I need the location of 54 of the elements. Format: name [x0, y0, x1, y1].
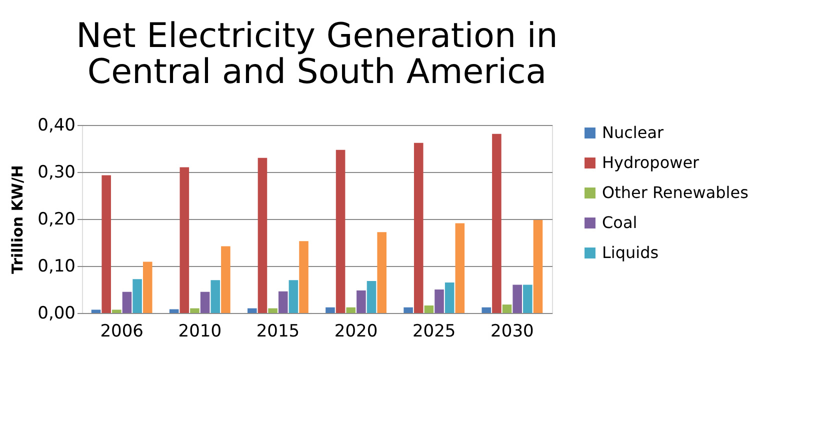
bar: [248, 308, 257, 313]
bar: [424, 305, 434, 313]
bar: [112, 310, 122, 313]
y-axis-title: Trillion KW/H: [8, 165, 27, 274]
bar: [414, 142, 424, 313]
bar: [326, 307, 335, 313]
bar: [200, 292, 210, 313]
bar: [258, 158, 268, 313]
bar: [346, 307, 356, 313]
bar: [102, 175, 111, 313]
x-tick-label: 2020: [334, 322, 378, 342]
bar: [169, 309, 179, 313]
bar: [404, 307, 413, 313]
x-tick-label: 2025: [412, 322, 456, 342]
x-tick-label: 2015: [256, 322, 300, 342]
bar: [336, 150, 346, 313]
bar: [142, 262, 152, 313]
bar: [502, 304, 512, 313]
y-tick-label: 0,20: [38, 210, 76, 230]
bar: [356, 290, 366, 313]
bar: [288, 280, 298, 313]
bar: [512, 284, 522, 313]
x-tick-label: 2006: [100, 322, 144, 342]
bar: [492, 134, 502, 313]
x-tick-label: 2010: [178, 322, 222, 342]
bar: [377, 232, 386, 313]
bar: [268, 308, 278, 313]
y-tick-label: 0,40: [38, 116, 76, 136]
bar: [210, 280, 220, 313]
bar: [221, 246, 230, 313]
bar: [444, 282, 454, 313]
legend-label: Other Renewables: [602, 183, 748, 202]
text: Net Electricity Generation in: [76, 16, 558, 56]
bar: [533, 220, 543, 313]
bar: [482, 307, 492, 313]
bar: [434, 290, 444, 313]
y-tick-label: 0,00: [38, 304, 76, 324]
legend-label: Liquids: [602, 243, 659, 262]
bar: [366, 281, 376, 313]
legend-label: Nuclear: [602, 123, 664, 142]
bar: [190, 308, 200, 313]
y-tick-label: 0,10: [38, 256, 76, 276]
x-tick-label: 2030: [490, 322, 534, 342]
bar: [91, 310, 101, 313]
bar: [122, 292, 132, 313]
legend-label: Hydropower: [602, 153, 700, 172]
bar: [523, 284, 532, 313]
bar: [180, 167, 190, 313]
y-tick-label: 0,30: [38, 162, 76, 182]
bar: [132, 279, 142, 313]
bar: [278, 291, 288, 313]
legend-label: Coal: [602, 213, 638, 232]
bar: [455, 223, 465, 313]
bar: [299, 241, 308, 313]
